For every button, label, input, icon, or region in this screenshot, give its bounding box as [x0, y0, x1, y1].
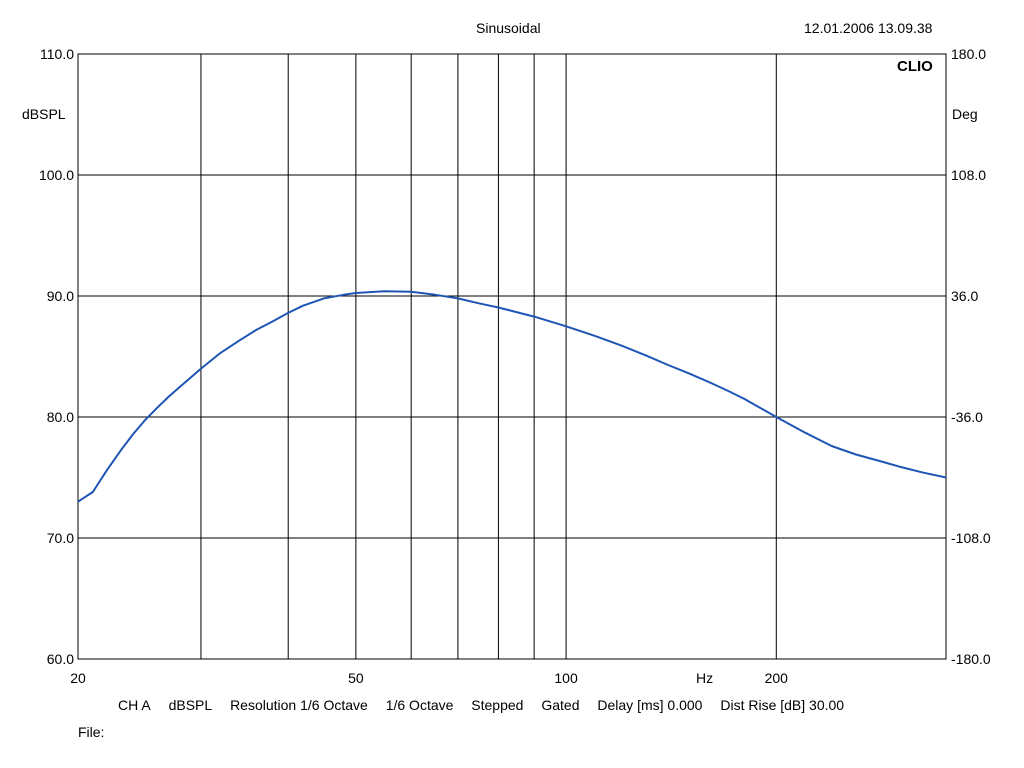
y2-tick-label: 36.0	[951, 288, 979, 304]
footer-settings: CH A dBSPL Resolution 1/6 Octave 1/6 Oct…	[118, 697, 858, 713]
x-gridlines	[200, 54, 777, 659]
footer-channel: CH A	[118, 697, 151, 713]
footer-unit: dBSPL	[168, 697, 213, 713]
footer-dist-rise: Dist Rise [dB] 30.00	[720, 697, 845, 713]
right-axis-unit: Deg	[952, 106, 978, 122]
x-axis-unit: Hz	[696, 670, 714, 686]
y-gridlines	[78, 174, 946, 539]
y-tick-label: 90.0	[46, 288, 74, 304]
chart-title: Sinusoidal	[476, 20, 541, 36]
timestamp: 12.01.2006 13.09.38	[804, 20, 933, 36]
plot-area-frame	[77, 53, 947, 660]
spl-response-curve	[77, 290, 947, 503]
x-tick-label: 100	[554, 670, 578, 686]
y-tick-label: 80.0	[46, 409, 74, 425]
y2-tick-label: -180.0	[951, 651, 991, 667]
x-tick-label: 20	[70, 670, 86, 686]
y-tick-label: 100.0	[38, 167, 74, 183]
footer-delay: Delay [ms] 0.000	[597, 697, 703, 713]
y-tick-label: 70.0	[46, 530, 74, 546]
x-tick-label: 200	[764, 670, 788, 686]
x-tick-label: 50	[348, 670, 364, 686]
file-label: File:	[78, 724, 105, 740]
series-group	[77, 290, 947, 503]
y-tick-label: 110.0	[40, 46, 74, 62]
y2-tick-label: -108.0	[951, 530, 991, 546]
y-tick-label: 60.0	[46, 651, 74, 667]
y2-tick-label: 108.0	[951, 167, 987, 183]
y2-tick-label: -36.0	[951, 409, 983, 425]
clio-brand-label: CLIO	[897, 58, 933, 75]
footer-octave: 1/6 Octave	[385, 697, 454, 713]
y2-tick-label: 180.0	[951, 46, 987, 62]
left-axis-unit: dBSPL	[22, 106, 66, 122]
footer-gating: Gated	[541, 697, 580, 713]
footer-mode: Stepped	[471, 697, 524, 713]
footer-resolution: Resolution 1/6 Octave	[230, 697, 368, 713]
